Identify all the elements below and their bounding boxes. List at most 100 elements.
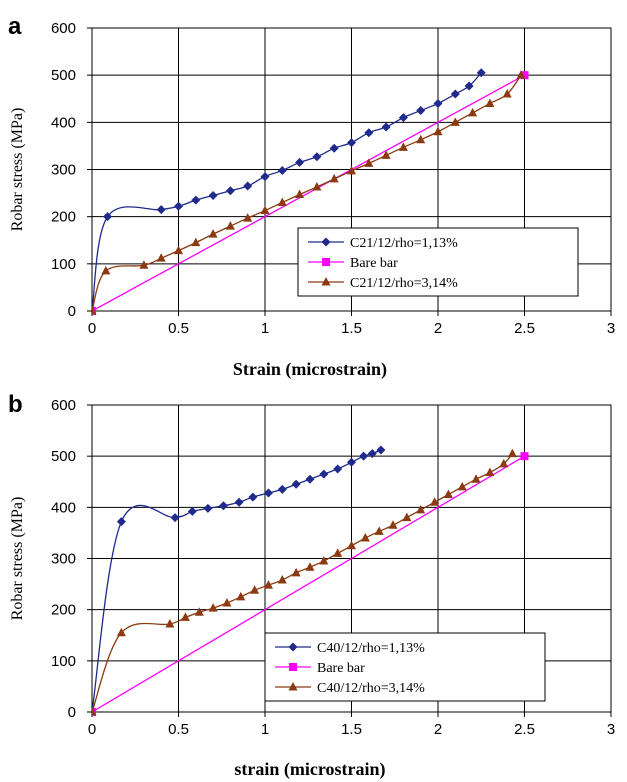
data-point xyxy=(236,591,246,601)
data-point xyxy=(116,627,126,637)
data-point xyxy=(295,189,305,198)
data-point xyxy=(347,138,356,148)
data-point xyxy=(364,158,374,167)
data-point xyxy=(174,201,183,211)
data-point xyxy=(277,484,287,494)
data-point xyxy=(250,585,260,594)
y-tick-label: 0 xyxy=(68,704,76,721)
data-point xyxy=(312,152,322,162)
x-tick-label: 1 xyxy=(261,721,269,738)
data-point xyxy=(277,574,287,584)
data-point xyxy=(398,113,408,123)
data-point xyxy=(398,142,408,151)
legend-marker xyxy=(289,663,297,671)
data-point xyxy=(277,165,287,175)
data-point xyxy=(165,618,175,628)
legend-marker xyxy=(288,682,298,691)
legend-label: C40/12/rho=3,14% xyxy=(317,681,425,696)
data-point xyxy=(208,603,218,612)
data-point xyxy=(499,458,509,468)
data-point xyxy=(347,540,356,550)
legend-marker xyxy=(321,237,331,247)
data-point xyxy=(277,197,287,207)
series-group xyxy=(92,68,529,316)
data-point xyxy=(374,526,384,535)
x-tick-label: 0.5 xyxy=(168,721,189,738)
data-point xyxy=(433,126,443,136)
data-point xyxy=(402,512,412,522)
x-tick-label: 3 xyxy=(607,721,615,738)
data-point xyxy=(263,580,273,589)
series-line-2 xyxy=(92,455,525,713)
data-point xyxy=(457,481,467,491)
data-point xyxy=(116,517,126,527)
data-point xyxy=(520,452,529,461)
data-point xyxy=(360,533,370,542)
data-point xyxy=(507,448,517,458)
y-axis-label: Robar stress (MPa) xyxy=(9,108,26,232)
y-tick-label: 600 xyxy=(51,397,76,414)
data-point xyxy=(170,513,180,523)
y-tick-label: 200 xyxy=(51,602,76,619)
data-point xyxy=(450,89,460,99)
data-point xyxy=(222,598,232,607)
data-point xyxy=(347,165,356,175)
data-point xyxy=(156,205,166,215)
y-tick-label: 600 xyxy=(51,20,76,37)
data-point xyxy=(347,457,356,467)
data-point xyxy=(433,98,443,108)
x-tick-label: 2 xyxy=(434,721,442,738)
data-point xyxy=(234,497,244,507)
legend-label: Bare bar xyxy=(317,661,365,676)
x-axis-label: Strain (microstrain) xyxy=(233,359,387,380)
panel-label: a xyxy=(8,13,22,40)
data-point xyxy=(103,212,113,222)
y-tick-label: 0 xyxy=(68,303,76,320)
data-point xyxy=(208,229,218,238)
data-point xyxy=(191,195,201,205)
data-point xyxy=(319,469,329,479)
y-tick-label: 400 xyxy=(51,114,76,131)
data-point xyxy=(502,89,512,98)
data-point xyxy=(295,157,305,167)
data-point xyxy=(174,245,183,255)
data-point xyxy=(443,489,453,499)
panel-b: b 0 0.5 1 1.5 2 2.5 3 0 100 200 300 400 500 600 strain … xyxy=(8,391,615,780)
x-tick-label: 0.5 xyxy=(168,320,189,337)
data-point xyxy=(359,451,369,461)
data-point xyxy=(364,128,374,138)
data-point xyxy=(203,503,213,513)
data-point xyxy=(516,70,526,79)
legend: C40/12/rho=1,13% Bare bar C40/12/rho=3,14% xyxy=(264,632,546,702)
y-axis-label: Robar stress (MPa) xyxy=(9,497,26,621)
data-point xyxy=(248,492,258,502)
data-point xyxy=(333,464,343,474)
data-point xyxy=(450,117,460,126)
data-point xyxy=(471,474,481,483)
data-point xyxy=(485,467,495,477)
y-tick-label: 500 xyxy=(51,448,76,465)
data-point xyxy=(243,181,253,191)
y-tick-label: 400 xyxy=(51,499,76,516)
data-point xyxy=(225,186,235,196)
legend: C21/12/rho=1,13% Bare bar C21/12/rho=3,14% xyxy=(297,227,579,297)
y-tick-label: 300 xyxy=(51,551,76,568)
data-point xyxy=(367,449,377,459)
data-point xyxy=(329,143,339,153)
x-tick-label: 2.5 xyxy=(514,721,535,738)
data-point xyxy=(388,520,398,529)
data-point xyxy=(520,71,529,80)
legend-box xyxy=(264,632,546,702)
legend-label: C21/12/rho=1,13% xyxy=(350,236,458,251)
data-point xyxy=(376,445,386,455)
data-point xyxy=(485,98,495,107)
x-tick-label: 0 xyxy=(88,320,96,337)
legend-box xyxy=(297,227,579,297)
x-tick-label: 2.5 xyxy=(514,320,535,337)
data-point xyxy=(416,106,426,116)
legend-label: C21/12/rho=3,14% xyxy=(350,276,458,291)
y-tick-label: 100 xyxy=(51,256,76,273)
data-point xyxy=(194,607,204,616)
legend-marker xyxy=(321,277,331,286)
